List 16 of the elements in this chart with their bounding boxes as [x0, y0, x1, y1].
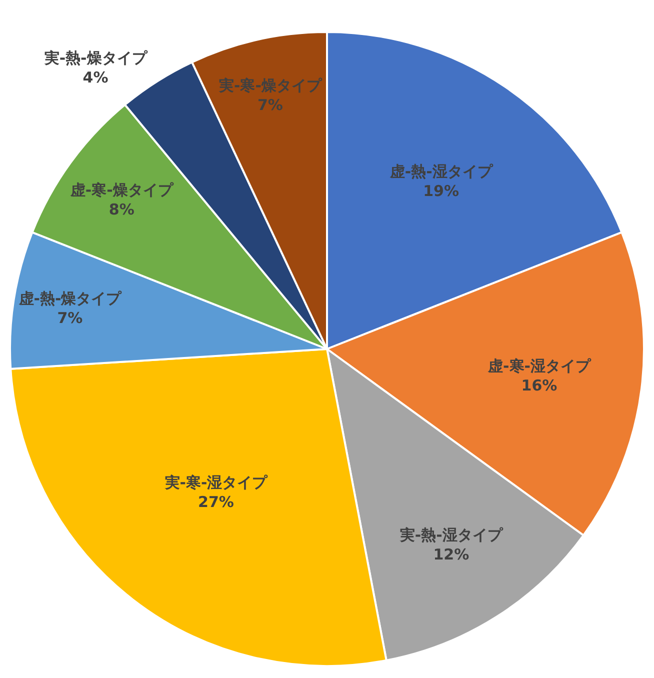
data-label: 19% [423, 182, 460, 200]
data-label: 8% [108, 200, 134, 219]
data-label: 4% [82, 68, 108, 87]
data-label: 27% [198, 492, 234, 511]
slice-label: 実-寒-燥タイプ [218, 76, 322, 94]
slice-label: 実-熱-湿タイプ [398, 526, 504, 544]
data-label: 12% [433, 545, 470, 564]
slice-label: 虚-寒-湿タイプ [487, 357, 592, 376]
slice-label: 虚-寒-燥タイプ [69, 181, 174, 200]
slice-label: 虚-熱-湿タイプ [388, 162, 494, 180]
slice-label: 虚-熱-燥タイプ [18, 290, 122, 308]
data-label: 7% [57, 309, 83, 328]
data-label: 7% [258, 96, 283, 114]
data-label: 16% [521, 376, 558, 395]
slice-label: 実-寒-湿タイプ [164, 473, 268, 492]
slice-label: 実-熱-燥タイプ [43, 49, 148, 68]
